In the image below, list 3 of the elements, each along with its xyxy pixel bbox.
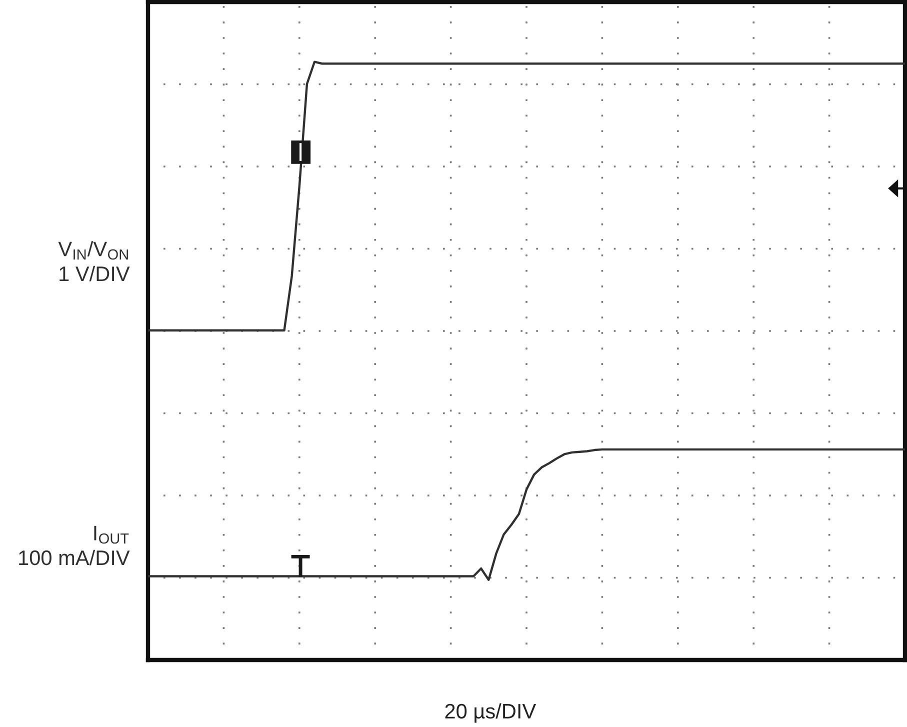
series-label: I$_{OUT}$ 100 mA/DIV	[19, 526, 130, 566]
text: V$_{IN}$/V$_{ON}$ 1 V/DIV	[58, 241, 130, 282]
x-axis-title: 20 µs/DIV	[445, 703, 536, 723]
